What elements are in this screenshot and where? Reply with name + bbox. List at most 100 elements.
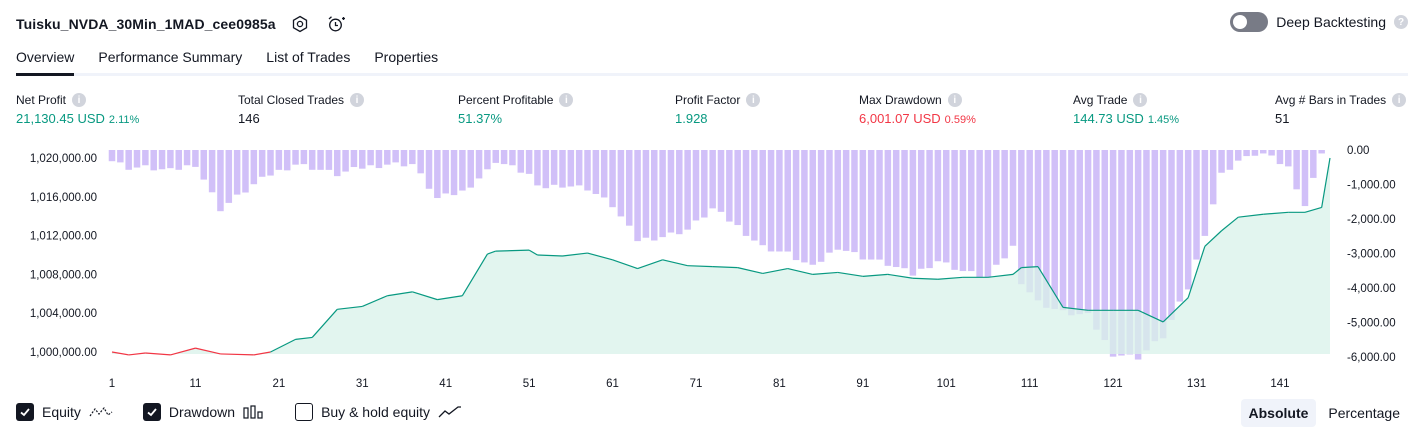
x-axis-tick-label: 11 [189,378,201,390]
drawdown-bar [626,150,633,226]
deep-backtesting-toggle[interactable] [1230,12,1268,32]
info-icon[interactable]: i [746,93,760,107]
drawdown-bar [543,150,550,188]
check-icon [19,406,31,418]
legend-buy-hold-label: Buy & hold equity [321,404,430,420]
metric-label: Total Closed Trades [238,93,344,107]
drawdown-bar [1152,150,1159,341]
info-icon[interactable]: i [948,93,962,107]
drawdown-bar [868,150,875,260]
info-icon[interactable]: i [72,93,86,107]
drawdown-bar [768,150,775,251]
drawdown-bar [367,150,374,165]
drawdown-bar [392,150,399,162]
drawdown-bar [309,150,316,170]
drawdown-bar [526,150,533,174]
drawdown-bar [701,150,708,218]
help-icon[interactable]: ? [1394,15,1408,29]
drawdown-bar [993,150,1000,265]
info-icon[interactable]: i [1392,93,1406,107]
tab-performance-summary[interactable]: Performance Summary [98,44,242,76]
right-axis-tick-label: -4,000.00 [1347,283,1396,295]
drawdown-bar [918,150,925,269]
drawdown-bar [417,150,424,173]
drawdown-bar [926,150,933,268]
metric-label: Percent Profitable [458,93,553,107]
gear-icon[interactable] [288,12,312,36]
drawdown-bar [1310,150,1317,178]
drawdown-bar [1010,150,1017,246]
info-icon[interactable]: i [1133,93,1147,107]
right-axis-tick-label: 0.00 [1347,145,1369,157]
drawdown-bar [801,150,808,262]
drawdown-bar [451,150,458,195]
drawdown-bar [860,150,867,259]
legend-buy-hold[interactable]: Buy & hold equity [295,403,462,421]
tab-properties[interactable]: Properties [374,44,438,76]
drawdown-bar [643,150,650,238]
drawdown-bar [1210,150,1217,204]
buy-hold-line-icon [438,405,462,419]
legend-drawdown[interactable]: Drawdown [143,403,265,421]
drawdown-bar [793,150,800,260]
drawdown-bar [401,150,408,166]
drawdown-bar [1268,150,1275,156]
info-icon[interactable]: i [559,93,573,107]
x-axis-tick-label: 131 [1187,378,1206,390]
alarm-clock-plus-icon[interactable] [324,12,348,36]
drawdown-bar [1227,150,1234,170]
drawdown-bar [1277,150,1284,164]
drawdown-bar [968,150,975,271]
left-axis-tick-label: 1,000,000.00 [30,347,97,359]
drawdown-bar [668,150,675,233]
legend-equity[interactable]: Equity [16,403,113,421]
drawdown-bar [601,150,608,197]
drawdown-bar [885,150,892,266]
metric-percent: 0.59% [945,114,976,126]
drawdown-bar [709,150,716,208]
drawdown-bar [1051,150,1058,309]
drawdown-bar [476,150,483,178]
drawdown-bar [384,150,391,165]
metric-label: Avg # Bars in Trades [1275,93,1386,107]
drawdown-bar [1001,150,1008,258]
metric-value: 51.37% [458,111,502,126]
left-axis-tick-label: 1,004,000.00 [30,308,97,320]
left-axis-tick-label: 1,008,000.00 [30,269,97,281]
x-axis-tick-label: 91 [856,378,869,390]
drawdown-bar [659,150,666,237]
drawdown-bar [1093,150,1100,330]
legend-equity-label: Equity [42,404,81,420]
right-axis-tick-label: -6,000.00 [1347,352,1396,364]
tab-list-of-trades[interactable]: List of Trades [266,44,350,76]
drawdown-bar [1243,150,1250,156]
metric-value: 21,130.45 USD [16,111,105,126]
drawdown-bar [693,150,700,220]
drawdown-bar [835,150,842,250]
drawdown-bar [676,150,683,234]
equity-checkbox[interactable] [16,403,34,421]
drawdown-bar [551,150,558,185]
drawdown-bar [1185,150,1192,289]
x-axis-tick-label: 1 [109,378,115,390]
drawdown-bar [175,150,182,170]
percentage-button[interactable]: Percentage [1320,399,1408,427]
metric-avg-trade: Avg Trade i 144.73 USD 1.45% [1073,93,1179,126]
drawdown-bar [943,150,950,262]
info-icon[interactable]: i [350,93,364,107]
drawdown-bar [751,150,758,241]
buy-hold-checkbox[interactable] [295,403,313,421]
tab-overview[interactable]: Overview [16,44,74,76]
drawdown-checkbox[interactable] [143,403,161,421]
metric-label: Profit Factor [675,93,740,107]
drawdown-bar [1252,150,1259,156]
drawdown-bar [226,150,233,203]
equity-chart[interactable]: 1,020,000.00 1,016,000.00 1,012,000.00 1,00… [0,140,1424,395]
drawdown-bar [426,150,433,189]
drawdown-bar [784,150,791,252]
deep-backtesting-label: Deep Backtesting [1276,14,1386,30]
absolute-button[interactable]: Absolute [1241,399,1317,427]
metric-value: 6,001.07 USD [859,111,941,126]
drawdown-bar [276,150,283,170]
equity-drawdown-chart-svg[interactable]: 1,020,000.00 1,016,000.00 1,012,000.00 1,00… [0,140,1424,395]
